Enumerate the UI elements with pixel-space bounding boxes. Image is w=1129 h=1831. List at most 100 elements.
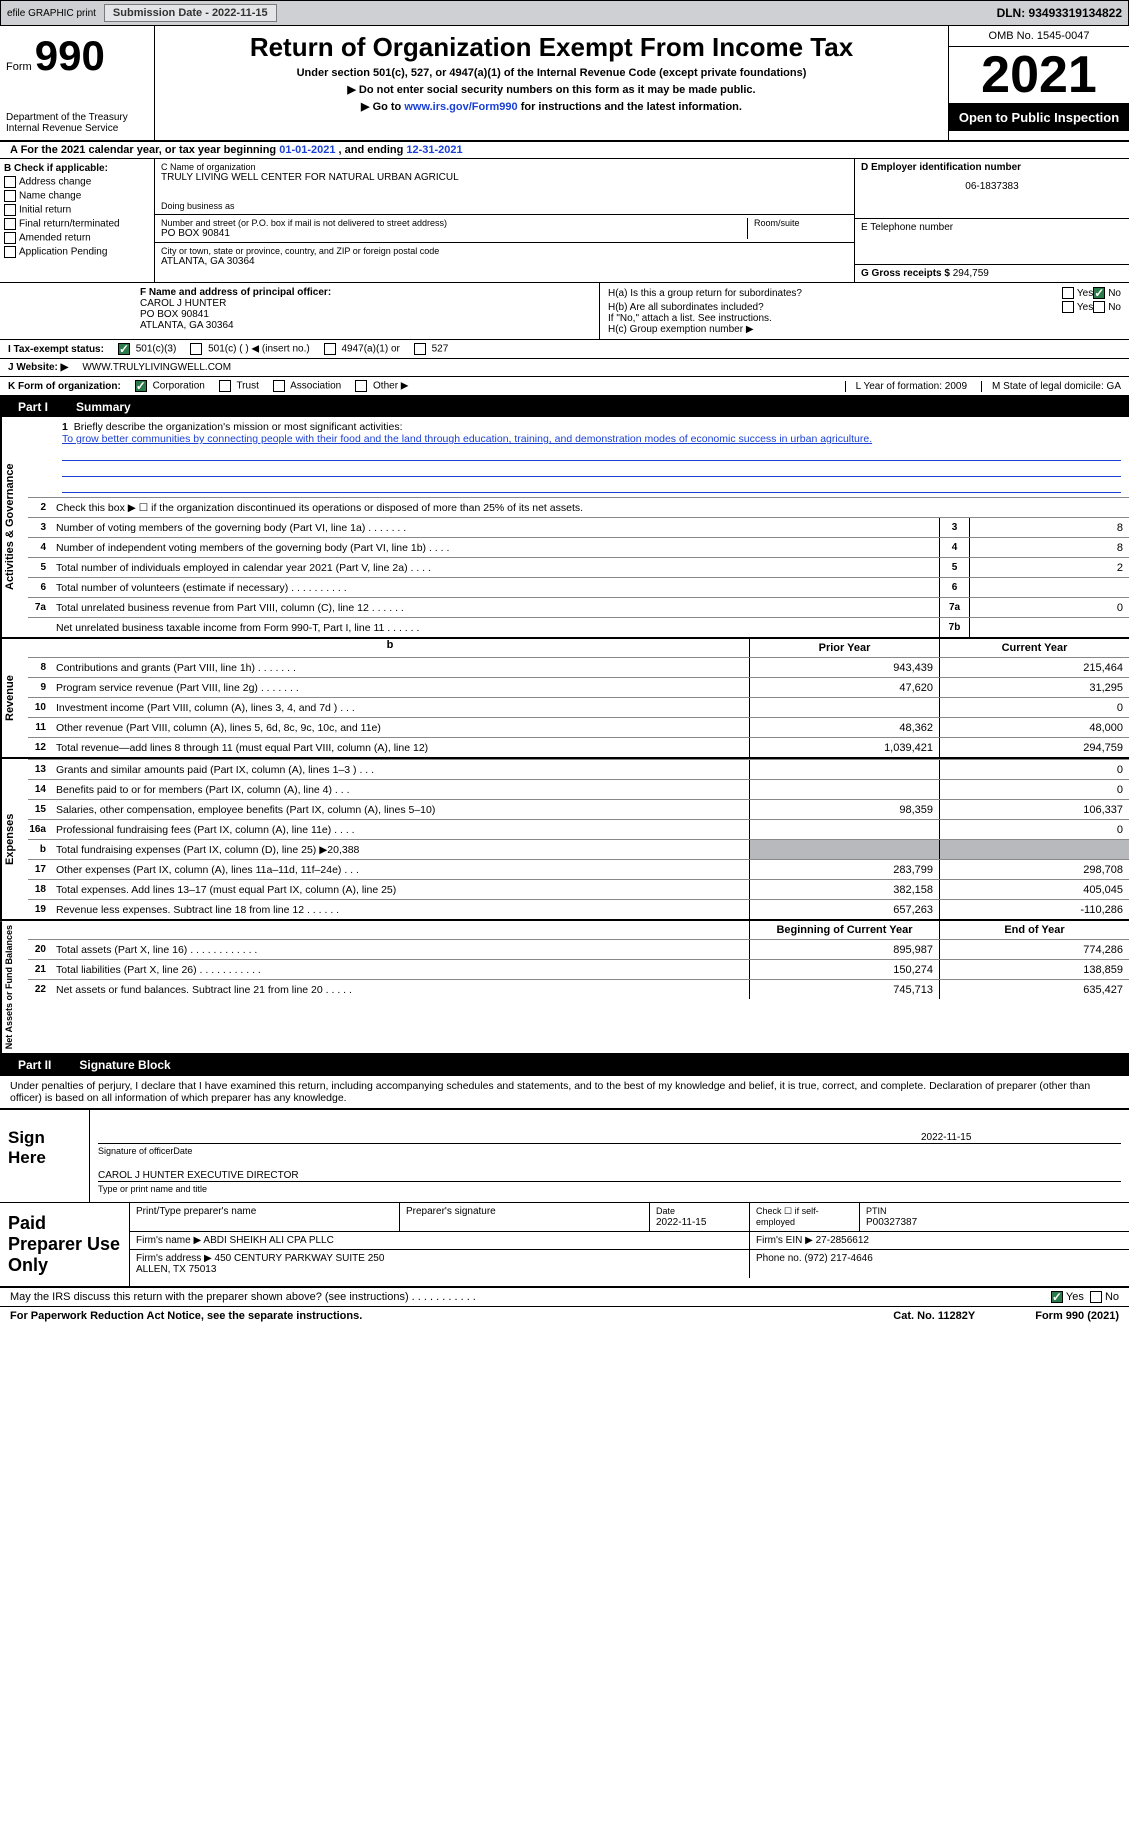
hdr-current: Current Year bbox=[939, 639, 1129, 657]
chk-501c3[interactable] bbox=[118, 343, 130, 355]
summary-row: 12Total revenue—add lines 8 through 11 (… bbox=[28, 737, 1129, 757]
vtab-expenses: Expenses bbox=[0, 759, 28, 919]
dba-label: Doing business as bbox=[161, 201, 848, 211]
date-label: Date bbox=[173, 1146, 373, 1156]
chk-assoc[interactable] bbox=[273, 380, 285, 392]
sign-here-label: Sign Here bbox=[0, 1110, 90, 1202]
org-name-label: C Name of organization bbox=[161, 162, 848, 172]
officer-addr2: ATLANTA, GA 30364 bbox=[140, 320, 591, 331]
ein-value: 06-1837383 bbox=[861, 181, 1123, 192]
year-end: 12-31-2021 bbox=[406, 144, 462, 156]
summary-row: 6Total number of volunteers (estimate if… bbox=[28, 577, 1129, 597]
summary-row: 15Salaries, other compensation, employee… bbox=[28, 799, 1129, 819]
gross-receipts: 294,759 bbox=[953, 268, 989, 279]
phone-lbl: Phone no. bbox=[756, 1253, 802, 1264]
officer-label: F Name and address of principal officer: bbox=[140, 287, 591, 298]
efile-label: efile GRAPHIC print bbox=[7, 8, 96, 19]
check-amended-return[interactable]: Amended return bbox=[4, 232, 150, 244]
row-j-website: J Website: ▶ WWW.TRULYLIVINGWELL.COM bbox=[0, 359, 1129, 377]
h-a-label: H(a) Is this a group return for subordin… bbox=[608, 288, 1062, 299]
officer-name: CAROL J HUNTER bbox=[140, 298, 591, 309]
ha-no[interactable] bbox=[1093, 287, 1105, 299]
prep-date: 2022-11-15 bbox=[656, 1217, 706, 1228]
hb-yes[interactable] bbox=[1062, 301, 1074, 313]
signer-name: CAROL J HUNTER EXECUTIVE DIRECTOR bbox=[98, 1170, 1121, 1181]
row-k-form-org: K Form of organization: Corporation Trus… bbox=[0, 377, 1129, 397]
chk-other[interactable] bbox=[355, 380, 367, 392]
mission-text: To grow better communities by connecting… bbox=[62, 433, 872, 445]
chk-corp[interactable] bbox=[135, 380, 147, 392]
part-2-label: Part II bbox=[10, 1058, 59, 1072]
check-application-pending[interactable]: Application Pending bbox=[4, 246, 150, 258]
discuss-no[interactable] bbox=[1090, 1291, 1102, 1303]
summary-row: 9Program service revenue (Part VIII, lin… bbox=[28, 677, 1129, 697]
row-a-tax-year: A For the 2021 calendar year, or tax yea… bbox=[0, 142, 1129, 159]
summary-row: 8Contributions and grants (Part VIII, li… bbox=[28, 657, 1129, 677]
k-label: K Form of organization: bbox=[8, 381, 121, 392]
org-name: TRULY LIVING WELL CENTER FOR NATURAL URB… bbox=[161, 172, 848, 183]
row-a-mid: , and ending bbox=[335, 144, 406, 156]
firm-ein: 27-2856612 bbox=[816, 1235, 869, 1246]
city-state-zip: ATLANTA, GA 30364 bbox=[161, 256, 848, 267]
check-address-change[interactable]: Address change bbox=[4, 176, 150, 188]
q2-text: Check this box ▶ ☐ if the organization d… bbox=[52, 500, 1129, 516]
ein-label: D Employer identification number bbox=[861, 162, 1123, 173]
hb-no[interactable] bbox=[1093, 301, 1105, 313]
part-2-header: Part II Signature Block bbox=[0, 1055, 1129, 1075]
firm-name-lbl: Firm's name ▶ bbox=[136, 1235, 201, 1246]
form-footer: Form 990 (2021) bbox=[1035, 1310, 1119, 1322]
topbar: efile GRAPHIC print Submission Date - 20… bbox=[0, 0, 1129, 26]
h-note: If "No," attach a list. See instructions… bbox=[608, 313, 1121, 324]
prep-name-hdr: Print/Type preparer's name bbox=[130, 1203, 400, 1231]
phone: (972) 217-4646 bbox=[804, 1253, 872, 1264]
prep-label: Paid Preparer Use Only bbox=[0, 1203, 130, 1286]
vtab-netassets: Net Assets or Fund Balances bbox=[0, 921, 28, 1053]
discuss-yes[interactable] bbox=[1051, 1291, 1063, 1303]
submission-date-button[interactable]: Submission Date - 2022-11-15 bbox=[104, 4, 277, 22]
year-begin: 01-01-2021 bbox=[279, 144, 335, 156]
telephone-label: E Telephone number bbox=[861, 222, 1123, 233]
summary-row: 19Revenue less expenses. Subtract line 1… bbox=[28, 899, 1129, 919]
vtab-activities: Activities & Governance bbox=[0, 417, 28, 637]
dept-treasury: Department of the Treasury Internal Reve… bbox=[6, 112, 148, 134]
firm-addr-lbl: Firm's address ▶ bbox=[136, 1253, 212, 1264]
check-initial-return[interactable]: Initial return bbox=[4, 204, 150, 216]
irs-link[interactable]: www.irs.gov/Form990 bbox=[404, 101, 517, 113]
row-i-tax-status: I Tax-exempt status: 501(c)(3) 501(c) ( … bbox=[0, 340, 1129, 359]
ha-yes[interactable] bbox=[1062, 287, 1074, 299]
city-label: City or town, state or province, country… bbox=[161, 246, 848, 256]
check-final-return[interactable]: Final return/terminated bbox=[4, 218, 150, 230]
col-b-checks: B Check if applicable: Address change Na… bbox=[0, 159, 155, 282]
website-url: WWW.TRULYLIVINGWELL.COM bbox=[82, 362, 231, 373]
tax-year: 2021 bbox=[949, 47, 1129, 104]
sign-date: 2022-11-15 bbox=[921, 1132, 1121, 1143]
subtitle-2: ▶ Do not enter social security numbers o… bbox=[163, 83, 940, 96]
room-label: Room/suite bbox=[754, 218, 848, 228]
hdr-end: End of Year bbox=[939, 921, 1129, 939]
name-type-label: Type or print name and title bbox=[98, 1184, 1121, 1194]
summary-row: Net unrelated business taxable income fr… bbox=[28, 617, 1129, 637]
check-name-change[interactable]: Name change bbox=[4, 190, 150, 202]
paperwork-notice: For Paperwork Reduction Act Notice, see … bbox=[10, 1310, 362, 1322]
part-1-label: Part I bbox=[10, 400, 56, 414]
summary-row: 5Total number of individuals employed in… bbox=[28, 557, 1129, 577]
chk-501c[interactable] bbox=[190, 343, 202, 355]
year-formation: L Year of formation: 2009 bbox=[845, 381, 967, 392]
hdr-begin: Beginning of Current Year bbox=[749, 921, 939, 939]
form-title: Return of Organization Exempt From Incom… bbox=[163, 32, 940, 63]
prep-self-emp: Check ☐ if self-employed bbox=[750, 1203, 860, 1231]
h-b-label: H(b) Are all subordinates included? bbox=[608, 302, 1062, 313]
sig-label: Signature of officer bbox=[98, 1146, 173, 1156]
chk-trust[interactable] bbox=[219, 380, 231, 392]
summary-row: 10Investment income (Part VIII, column (… bbox=[28, 697, 1129, 717]
summary-row: 18Total expenses. Add lines 13–17 (must … bbox=[28, 879, 1129, 899]
chk-527[interactable] bbox=[414, 343, 426, 355]
summary-row: 4Number of independent voting members of… bbox=[28, 537, 1129, 557]
j-label: J Website: ▶ bbox=[8, 362, 68, 373]
vtab-revenue: Revenue bbox=[0, 639, 28, 757]
open-inspection: Open to Public Inspection bbox=[949, 104, 1129, 131]
subtitle-3: ▶ Go to www.irs.gov/Form990 for instruct… bbox=[163, 100, 940, 113]
dln: DLN: 93493319134822 bbox=[997, 6, 1122, 20]
chk-4947[interactable] bbox=[324, 343, 336, 355]
form-header: Form 990 Department of the Treasury Inte… bbox=[0, 26, 1129, 142]
